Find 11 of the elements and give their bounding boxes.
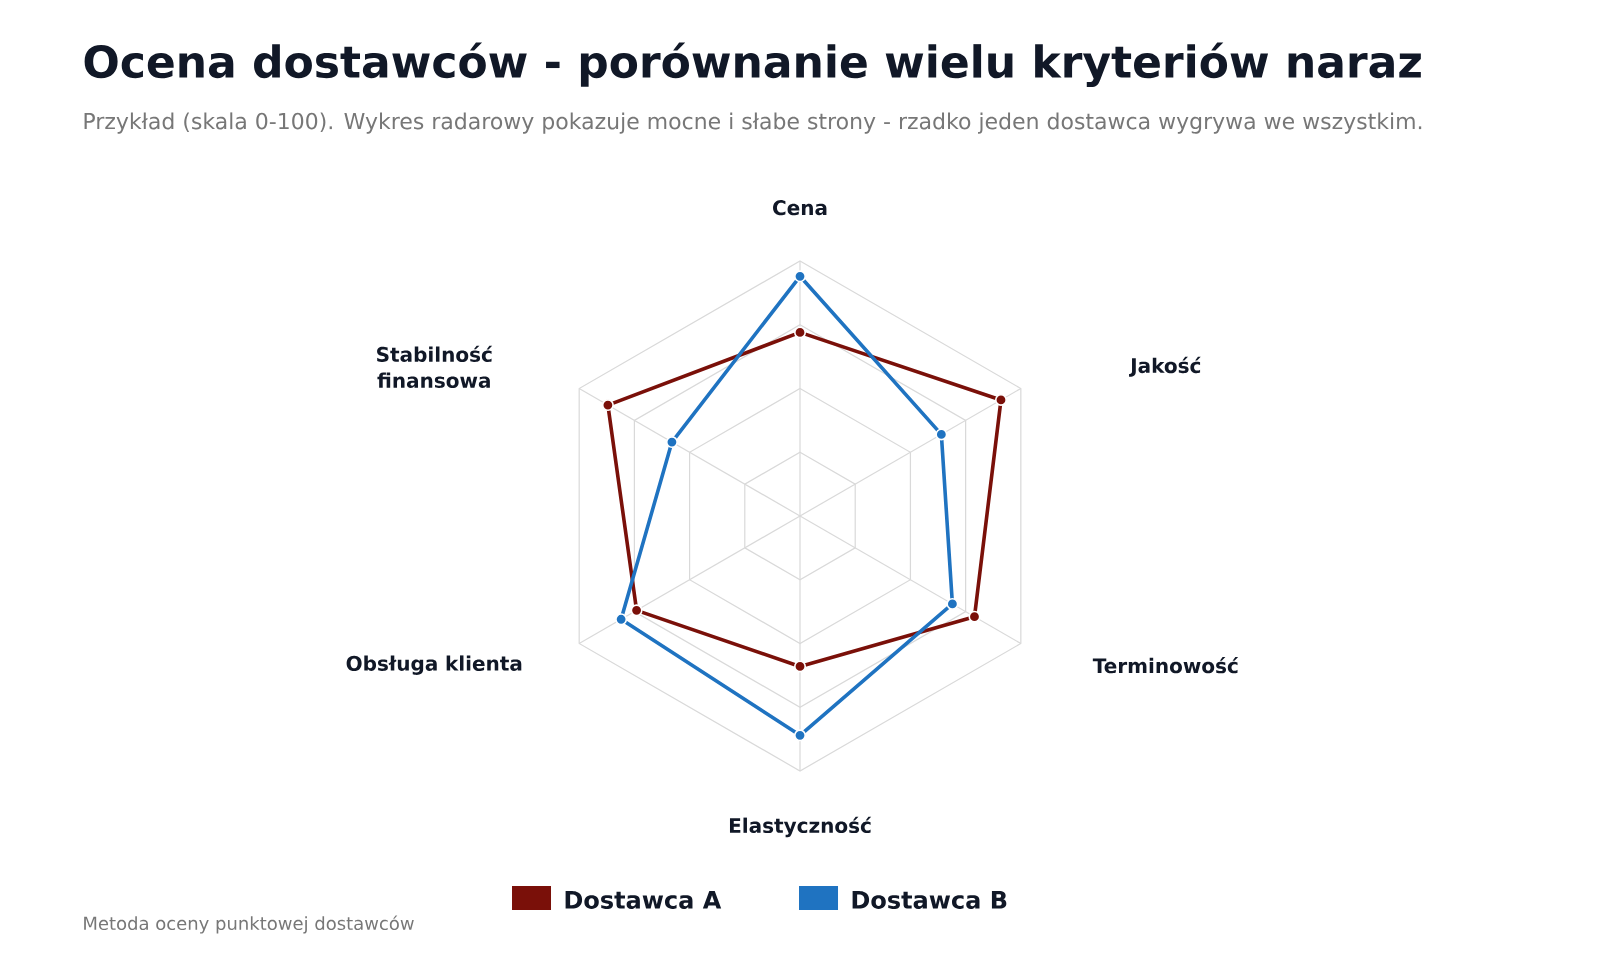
spoke-label: Elastyczność	[729, 816, 872, 838]
text: Metoda oceny punktowej dostawców	[84, 915, 414, 934]
spoke-label: Cena	[773, 200, 827, 216]
legend-label: Dostawca A	[565, 891, 722, 909]
spoke-label: Stabilność finansowa	[377, 345, 493, 388]
chart-title: Ocena dostawców - porównanie wielu kryteriów naraz	[84, 42, 1421, 88]
spoke-label: Obsługa klienta	[346, 655, 522, 675]
legend-label: Dostawca B	[852, 891, 1007, 909]
spoke-label: Jakość	[1129, 356, 1201, 377]
chart-subtitle: Przykład (skala 0-100). Wykres radarowy pokazuje mocne i słabe strony - rzadko jeden dostawca wygrywa we wszystkim.	[84, 112, 1422, 134]
spoke-label: Terminowość	[1092, 657, 1239, 674]
